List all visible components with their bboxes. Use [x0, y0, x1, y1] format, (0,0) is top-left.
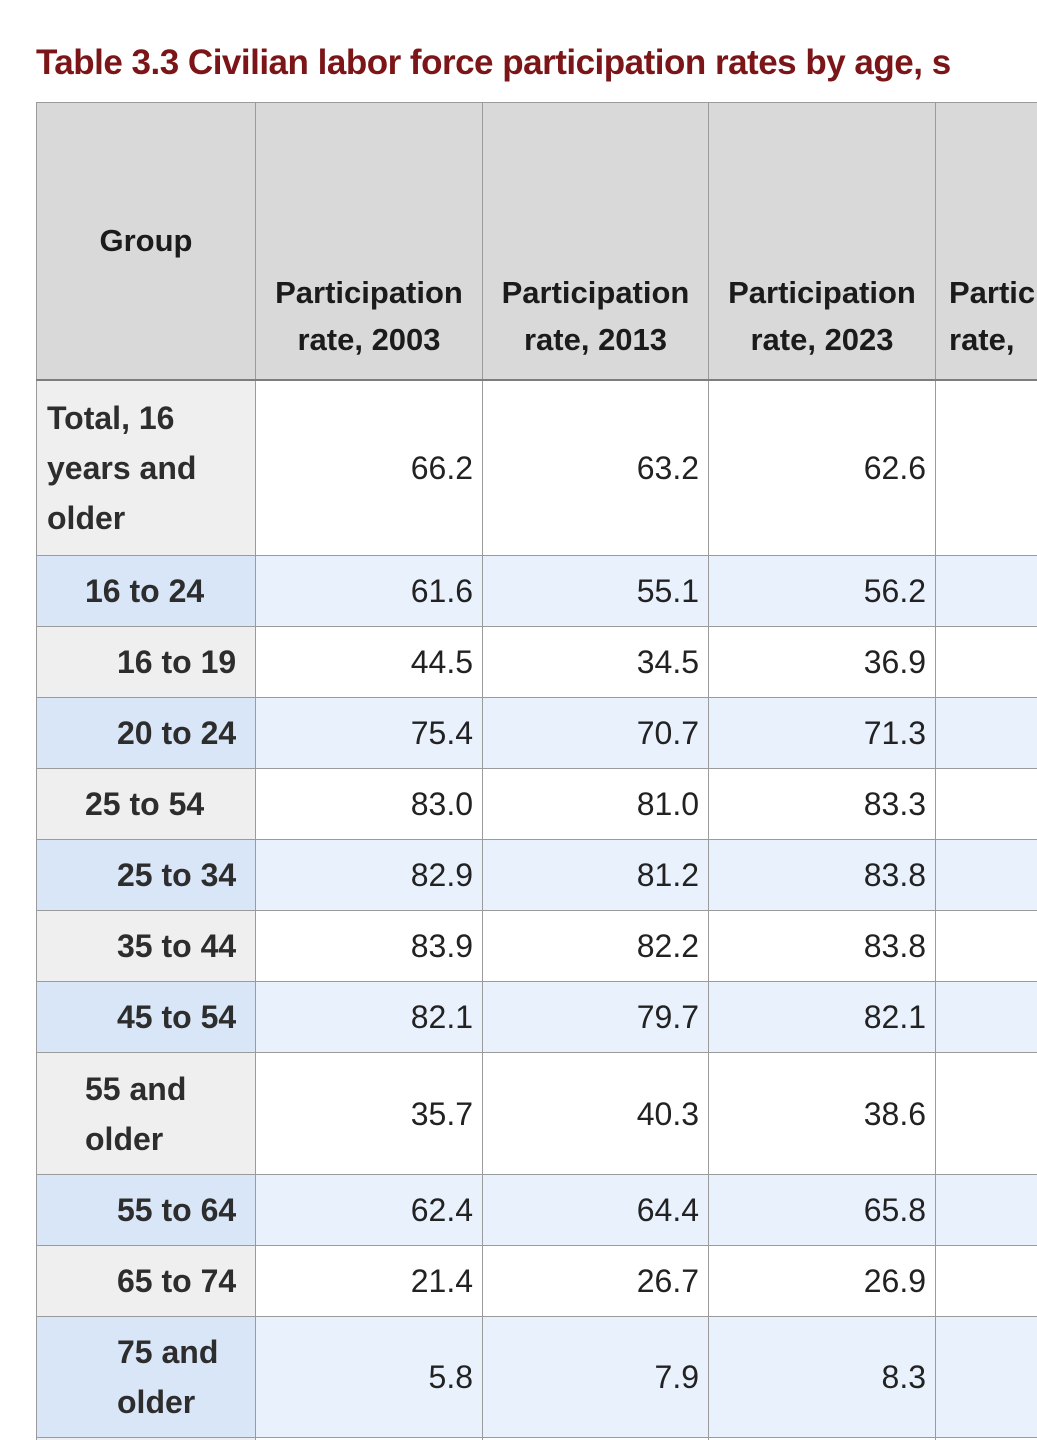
rate-clipped-cell [935, 555, 1037, 627]
rate-2013-cell: 34.5 [482, 626, 709, 698]
rate-2023-cell: 83.3 [708, 768, 936, 840]
rate-clipped-cell [935, 981, 1037, 1053]
group-cell: 45 to 54 [36, 981, 256, 1053]
group-cell: 55 and older [36, 1052, 256, 1175]
table-row-25-to-34: 25 to 34 82.9 81.2 83.8 [36, 839, 1037, 911]
rate-2013-cell: 82.2 [482, 910, 709, 982]
rate-2003-cell: 83.0 [255, 768, 483, 840]
rate-2013-cell: 63.2 [482, 379, 709, 556]
rate-clipped-cell [935, 1052, 1037, 1175]
group-cell: 16 to 24 [36, 555, 256, 627]
rate-clipped-cell [935, 768, 1037, 840]
column-header-rate-clipped-line2: rate, [949, 321, 1015, 357]
rate-2003-cell: 66.2 [255, 379, 483, 556]
rate-2023-cell: 71.3 [708, 697, 936, 769]
rate-2003-cell: 44.5 [255, 626, 483, 698]
rate-2023-cell: 65.8 [708, 1174, 936, 1246]
group-cell: 35 to 44 [36, 910, 256, 982]
group-cell: 16 to 19 [36, 626, 256, 698]
table-row-65-to-74: 65 to 74 21.4 26.7 26.9 [36, 1245, 1037, 1317]
rate-clipped-cell [935, 910, 1037, 982]
table-row-35-to-44: 35 to 44 83.9 82.2 83.8 [36, 910, 1037, 982]
rate-clipped-cell [935, 1174, 1037, 1246]
page-title: Table 3.3 Civilian labor force participa… [36, 43, 951, 82]
column-header-rate-2003: Participation rate, 2003 [255, 102, 483, 381]
rate-2023-cell: 38.6 [708, 1052, 936, 1175]
table-row-45-to-54: 45 to 54 82.1 79.7 82.1 [36, 981, 1037, 1053]
rate-2023-cell: 26.9 [708, 1245, 936, 1317]
rate-2003-cell: 62.4 [255, 1174, 483, 1246]
table-row-partial-bottom [36, 1437, 1037, 1440]
rate-2013-cell: 55.1 [482, 555, 709, 627]
rate-2013-cell: 70.7 [482, 697, 709, 769]
rate-2023-cell: 83.8 [708, 839, 936, 911]
rate-clipped-cell [935, 697, 1037, 769]
rate-2013-cell: 81.2 [482, 839, 709, 911]
rate-2003-cell: 61.6 [255, 555, 483, 627]
rate-clipped-cell [935, 626, 1037, 698]
rate-2023-cell: 36.9 [708, 626, 936, 698]
rate-2023-cell: 56.2 [708, 555, 936, 627]
table-row-total-16-and-older: Total, 16 years and older 66.2 63.2 62.6 [36, 379, 1037, 556]
table-row-25-to-54: 25 to 54 83.0 81.0 83.3 [36, 768, 1037, 840]
column-header-rate-2013: Participation rate, 2013 [482, 102, 709, 381]
column-header-rate-clipped: Partic rate, [935, 102, 1037, 381]
rate-clipped-cell [935, 1437, 1037, 1440]
header-row: Group Participation rate, 2003 Participa… [36, 102, 1037, 381]
rate-clipped-cell [935, 1245, 1037, 1317]
rate-2013-cell: 64.4 [482, 1174, 709, 1246]
group-cell: Total, 16 years and older [36, 379, 256, 556]
rate-2003-cell: 75.4 [255, 697, 483, 769]
rate-2013-cell: 79.7 [482, 981, 709, 1053]
table-row-16-to-24: 16 to 24 61.6 55.1 56.2 [36, 555, 1037, 627]
group-cell: 55 to 64 [36, 1174, 256, 1246]
rate-2023-cell: 82.1 [708, 981, 936, 1053]
rate-2013-cell: 40.3 [482, 1052, 709, 1175]
table-row-55-to-64: 55 to 64 62.4 64.4 65.8 [36, 1174, 1037, 1246]
table-row-20-to-24: 20 to 24 75.4 70.7 71.3 [36, 697, 1037, 769]
column-header-group: Group [36, 102, 256, 381]
participation-rates-table: Group Participation rate, 2003 Participa… [36, 102, 1037, 1440]
table-row-16-to-19: 16 to 19 44.5 34.5 36.9 [36, 626, 1037, 698]
rate-clipped-cell [935, 1316, 1037, 1438]
rate-2023-cell: 83.8 [708, 910, 936, 982]
rate-clipped-cell [935, 379, 1037, 556]
rate-2013-cell: 26.7 [482, 1245, 709, 1317]
table-row-75-and-older: 75 and older 5.8 7.9 8.3 [36, 1316, 1037, 1438]
group-cell: 75 and older [36, 1316, 256, 1438]
column-header-rate-2023: Participation rate, 2023 [708, 102, 936, 381]
rate-clipped-cell [935, 839, 1037, 911]
rate-2003-cell: 82.1 [255, 981, 483, 1053]
rate-2003-cell: 35.7 [255, 1052, 483, 1175]
rate-2003-cell: 5.8 [255, 1316, 483, 1438]
group-cell: 20 to 24 [36, 697, 256, 769]
column-header-rate-clipped-line1: Partic [949, 274, 1036, 310]
table-row-55-and-older: 55 and older 35.7 40.3 38.6 [36, 1052, 1037, 1175]
rate-2003-cell: 21.4 [255, 1245, 483, 1317]
group-cell: 25 to 54 [36, 768, 256, 840]
rate-2023-cell: 8.3 [708, 1316, 936, 1438]
rate-2013-cell: 81.0 [482, 768, 709, 840]
rate-2023-cell: 62.6 [708, 379, 936, 556]
group-cell: 25 to 34 [36, 839, 256, 911]
group-cell: 65 to 74 [36, 1245, 256, 1317]
rate-2003-cell: 82.9 [255, 839, 483, 911]
rate-2003-cell: 83.9 [255, 910, 483, 982]
rate-2013-cell: 7.9 [482, 1316, 709, 1438]
